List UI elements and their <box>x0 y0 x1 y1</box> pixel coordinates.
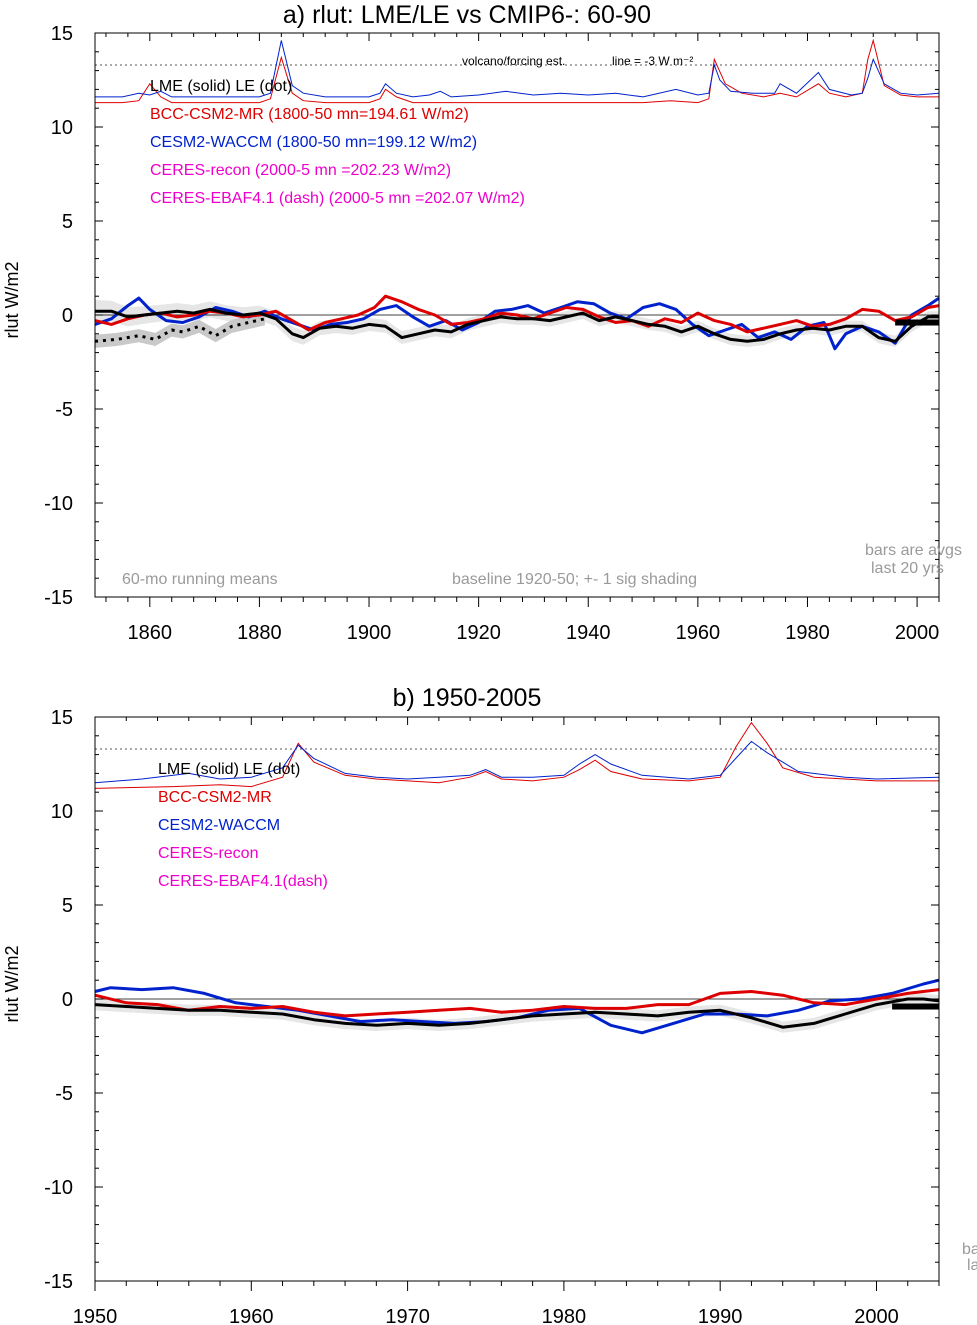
x-tick-label: 1980 <box>542 1306 587 1325</box>
chart-title: a) rlut: LME/LE vs CMIP6-: 60-90 <box>283 1 651 29</box>
legend-entry: CERES-recon <box>158 845 258 862</box>
chart-title: b) 1950-2005 <box>393 684 542 712</box>
legend-entry: CERES-EBAF4.1(dash) <box>158 873 328 890</box>
y-tick-label: -5 <box>55 399 73 421</box>
series-lme-solid- <box>94 997 940 1029</box>
sigma-shading <box>95 993 939 1033</box>
x-tick-label: 1860 <box>128 622 173 644</box>
annotation-running: 60-mo running means <box>122 571 278 588</box>
annotation-bars1: ba <box>962 1241 977 1258</box>
x-tick-label: 1960 <box>676 622 721 644</box>
x-tick-label: 2000 <box>895 622 940 644</box>
y-tick-label: 0 <box>62 305 73 327</box>
legend-entry: CERES-recon (2000-5 mn =202.23 W/m2) <box>150 162 451 179</box>
legend-entry: BCC-CSM2-MR <box>158 789 272 806</box>
y-tick-label: -10 <box>44 1177 73 1199</box>
x-tick-label: 1990 <box>698 1306 743 1325</box>
legend-entry: CERES-EBAF4.1 (dash) (2000-5 mn =202.07 … <box>150 190 525 207</box>
y-tick-label: 15 <box>51 707 73 729</box>
y-tick-label: 10 <box>51 117 73 139</box>
y-tick-label: -15 <box>44 587 73 609</box>
forcing-line-0 <box>95 38 939 104</box>
x-tick-label: 1980 <box>785 622 830 644</box>
legend-entry: LME (solid) LE (dot) <box>150 78 292 95</box>
panel-a: -15 -10 -5 0 5 10 15 1860 1880 1900 1920 1940 1960 19… <box>2 1 962 644</box>
annotation-bars1: bars are avgs <box>865 542 962 559</box>
annotation-line: line = -3 W m⁻² <box>612 54 693 68</box>
y-axis-label: rlut W/m2 <box>2 945 22 1022</box>
panel-b: -15 -10 -5 0 5 10 15 1950 1960 1970 1980 1990 2000 b)… <box>2 684 977 1325</box>
series-le-dot- <box>94 317 266 343</box>
y-tick-label: 0 <box>62 989 73 1011</box>
legend-entry: BCC-CSM2-MR (1800-50 mn=194.61 W/m2) <box>150 106 469 123</box>
x-tick-label: 1900 <box>347 622 392 644</box>
forcing-line-1 <box>95 40 940 98</box>
legend-entry: CESM2-WACCM <box>158 817 280 834</box>
x-tick-label: 1880 <box>237 622 282 644</box>
avg-bar <box>895 319 939 326</box>
annotation-baseline: baseline 1920-50; +- 1 sig shading <box>452 571 697 588</box>
legend-entry: LME (solid) LE (dot) <box>158 761 300 778</box>
x-tick-label: 1950 <box>73 1306 118 1325</box>
y-tick-label: -15 <box>44 1271 73 1293</box>
y-axis-label: rlut W/m2 <box>2 261 22 338</box>
y-tick-label: -5 <box>55 1083 73 1105</box>
avg-bar <box>892 1003 939 1010</box>
y-tick-label: 5 <box>62 211 73 233</box>
x-tick-label: 1920 <box>456 622 501 644</box>
annotation-bars2: la <box>967 1257 977 1274</box>
y-tick-label: 5 <box>62 895 73 917</box>
x-tick-label: 1960 <box>229 1306 274 1325</box>
annotation-volcano: volcano/forcing est. <box>462 54 565 68</box>
y-tick-label: 15 <box>51 23 73 45</box>
y-tick-label: 10 <box>51 801 73 823</box>
series-bcc-csm2-mr <box>94 988 940 1018</box>
x-tick-label: 2000 <box>854 1306 899 1325</box>
x-tick-label: 1940 <box>566 622 611 644</box>
series-lme-solid- <box>95 307 939 343</box>
x-tick-label: 1970 <box>385 1306 430 1325</box>
y-tick-label: -10 <box>44 493 73 515</box>
legend-entry: CESM2-WACCM (1800-50 mn=199.12 W/m2) <box>150 134 477 151</box>
forcing-line-1 <box>94 740 940 784</box>
annotation-bars2: last 20 yrs <box>871 560 944 577</box>
